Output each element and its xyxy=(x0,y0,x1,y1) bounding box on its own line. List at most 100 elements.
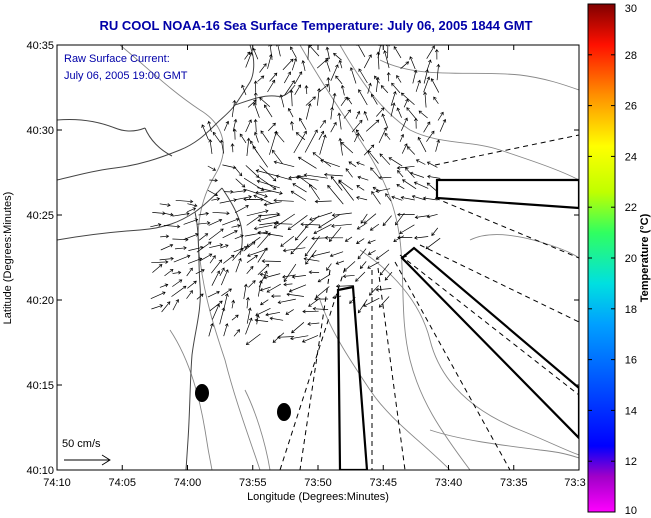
current-vector xyxy=(212,211,230,216)
current-vector xyxy=(330,106,334,120)
x-axis-label: Longitude (Degrees:Minutes) xyxy=(247,491,389,503)
current-vector xyxy=(400,92,415,106)
current-vector xyxy=(248,280,256,288)
current-vector xyxy=(348,161,357,167)
current-vector xyxy=(368,285,379,296)
current-vector xyxy=(415,79,421,92)
current-vector xyxy=(159,203,171,207)
current-vector xyxy=(349,297,356,304)
current-vector xyxy=(431,227,439,237)
current-vector xyxy=(356,161,365,166)
current-vector xyxy=(208,138,213,154)
current-vector xyxy=(243,283,248,300)
current-vector xyxy=(343,109,351,119)
x-tick-label: 73:35 xyxy=(500,477,528,489)
current-vector xyxy=(252,102,260,118)
current-vector xyxy=(198,233,209,241)
current-vector xyxy=(384,132,391,140)
current-vector xyxy=(406,107,417,120)
current-vector xyxy=(232,247,244,261)
current-vector xyxy=(363,54,372,69)
current-vector xyxy=(208,322,214,337)
current-vector xyxy=(164,268,174,277)
current-vector xyxy=(201,124,209,141)
current-vector xyxy=(354,132,359,143)
current-vector xyxy=(331,212,352,218)
current-vector xyxy=(400,117,408,131)
current-vector xyxy=(174,246,187,250)
current-vector xyxy=(187,203,198,208)
current-vector xyxy=(290,335,309,341)
current-vector xyxy=(423,91,427,108)
current-vector xyxy=(246,209,269,217)
current-vector xyxy=(370,167,380,178)
current-vector xyxy=(331,223,352,228)
current-vector xyxy=(273,160,295,168)
current-vector xyxy=(384,271,393,281)
current-vector xyxy=(400,61,410,69)
current-vector xyxy=(230,143,235,153)
current-vector xyxy=(245,119,252,133)
current-vector xyxy=(390,102,396,117)
current-vector xyxy=(301,335,319,343)
current-vector xyxy=(209,255,216,264)
current-vector xyxy=(257,176,277,190)
current-vector xyxy=(260,130,270,143)
current-vector xyxy=(414,117,418,129)
current-vector xyxy=(327,184,344,205)
current-vector xyxy=(277,335,295,340)
current-vector xyxy=(287,215,308,230)
current-vector xyxy=(271,149,283,165)
current-vector xyxy=(378,175,392,180)
current-vector xyxy=(399,133,405,143)
current-vector xyxy=(234,204,249,214)
colorbar-tick-label: 14 xyxy=(625,405,637,417)
current-vector xyxy=(283,71,291,84)
current-vector xyxy=(259,272,269,277)
current-vector xyxy=(306,45,311,60)
current-vector xyxy=(246,296,250,309)
scale-arrow xyxy=(64,454,111,466)
current-vector xyxy=(172,270,182,275)
current-vector xyxy=(396,165,415,170)
current-vector xyxy=(337,112,342,130)
current-vector xyxy=(430,78,440,93)
current-vector xyxy=(379,153,391,165)
lane-boundaries-dashed xyxy=(279,134,579,470)
current-vector xyxy=(243,197,261,202)
current-vector xyxy=(172,211,190,217)
current-vector xyxy=(288,284,307,293)
current-vector xyxy=(246,214,262,226)
current-vector xyxy=(246,307,252,324)
current-vector xyxy=(319,134,327,155)
current-vector xyxy=(297,175,317,190)
current-vector xyxy=(317,274,331,283)
current-vector xyxy=(425,237,441,250)
x-tick-label: 73:40 xyxy=(435,477,463,489)
current-vector xyxy=(393,46,402,59)
current-vector xyxy=(308,270,320,275)
current-vector xyxy=(427,174,441,179)
current-vector xyxy=(290,190,307,201)
current-vector xyxy=(295,132,306,141)
current-vector xyxy=(324,235,344,240)
current-vector xyxy=(265,311,281,317)
current-vector xyxy=(346,96,353,105)
current-vector xyxy=(187,257,203,264)
current-vector xyxy=(359,261,367,270)
current-vector xyxy=(370,93,378,105)
current-vector xyxy=(257,263,270,276)
current-vector xyxy=(246,265,254,275)
colorbar-tick-label: 18 xyxy=(625,304,637,316)
current-vector xyxy=(195,269,205,275)
y-axis-label: Latitude (Degrees:Minutes) xyxy=(2,192,14,325)
current-vector xyxy=(253,80,258,93)
current-vector xyxy=(245,333,261,346)
current-vector xyxy=(211,197,221,201)
current-vector xyxy=(231,99,237,118)
current-vector xyxy=(355,271,366,282)
current-vector xyxy=(305,249,317,265)
current-vector xyxy=(397,169,404,178)
current-vector xyxy=(319,119,326,129)
current-vector xyxy=(267,79,276,93)
